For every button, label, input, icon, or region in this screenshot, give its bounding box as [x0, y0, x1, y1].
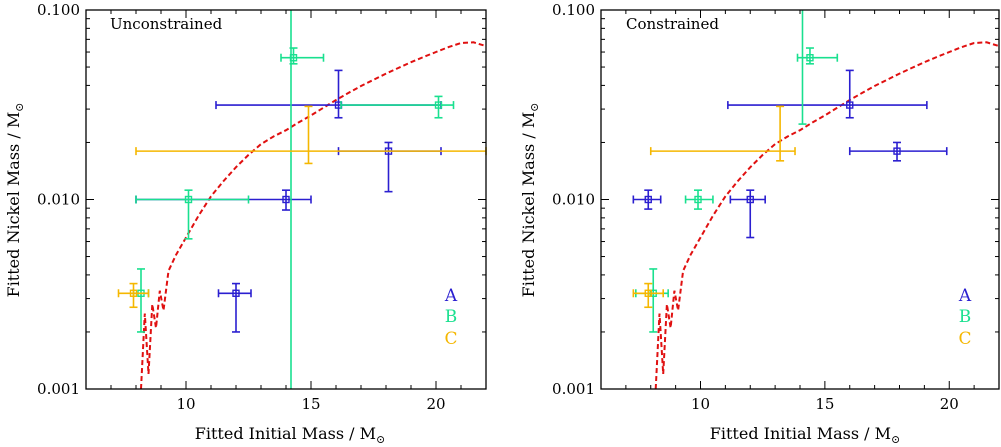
panel-unconstrained: 10 15 20 0.001 0.010 0.100 Unconstrained A B … — [4, 1, 487, 446]
data-point-b — [684, 189, 714, 210]
point-marker — [893, 147, 901, 155]
point-marker — [694, 195, 702, 204]
model-curve — [140, 41, 487, 390]
data-point-c — [117, 282, 150, 309]
panel-title: Constrained — [626, 15, 719, 33]
data-point-b — [796, 47, 839, 65]
y-tick-label: 0.010 — [37, 191, 80, 209]
data-point-c — [304, 105, 313, 165]
x-tick-label: 15 — [301, 395, 320, 413]
point-marker — [746, 195, 754, 204]
point-marker — [644, 289, 652, 297]
x-tick-label: 15 — [815, 395, 834, 413]
data-point-a — [217, 282, 252, 333]
plot-frame — [85, 9, 487, 390]
y-tick-label: 0.010 — [552, 191, 595, 209]
point-marker — [184, 195, 193, 204]
data-point-c — [649, 147, 796, 156]
plot-layer: 10 15 20 0.001 0.010 0.100 — [552, 1, 1000, 413]
y-axis-label: Fitted Nickel Mass / M⊙ — [4, 103, 26, 298]
x-tick-label: 20 — [940, 395, 959, 413]
point-marker — [282, 195, 290, 204]
data-point-b — [280, 47, 325, 65]
x-tick-label: 10 — [176, 395, 195, 413]
data-point-b — [340, 95, 455, 119]
legend-label-c: C — [958, 329, 971, 349]
legend-label-b: B — [959, 307, 972, 327]
y-tick-label: 0.100 — [552, 1, 595, 19]
point-marker — [129, 289, 138, 297]
data-point-b — [135, 189, 250, 240]
legend-label-a: A — [958, 286, 972, 306]
x-axis-label: Fitted Initial Mass / M⊙ — [195, 424, 385, 446]
data-point-a — [337, 141, 442, 193]
legend-label-c: C — [444, 329, 457, 349]
data-point-c — [135, 147, 487, 156]
legend-label-a: A — [444, 286, 458, 306]
plot-frame — [600, 9, 1000, 390]
point-marker — [644, 195, 652, 204]
data-point-a — [729, 189, 766, 239]
y-axis-label: Fitted Nickel Mass / M⊙ — [519, 103, 541, 298]
y-tick-label: 0.100 — [37, 1, 80, 19]
model-curve — [654, 41, 1000, 390]
legend-label-b: B — [445, 307, 458, 327]
data-point-c — [776, 105, 785, 162]
data-point-a — [215, 69, 442, 119]
panel-title: Unconstrained — [110, 15, 223, 33]
data-point-a — [727, 69, 928, 119]
point-marker — [434, 101, 443, 109]
data-point-b — [798, 10, 807, 125]
x-tick-label: 10 — [691, 395, 710, 413]
point-marker — [806, 54, 814, 62]
data-point-a — [632, 189, 662, 210]
plot-layer: 10 15 20 0.001 0.010 0.100 — [37, 1, 487, 413]
y-tick-label: 0.001 — [37, 380, 80, 398]
data-point-b — [635, 268, 669, 333]
y-tick-label: 0.001 — [552, 380, 595, 398]
point-marker — [846, 101, 854, 109]
legend: A B C — [444, 286, 458, 349]
legend: A B C — [958, 286, 972, 349]
data-point-a — [848, 141, 948, 162]
x-tick-label: 20 — [426, 395, 445, 413]
x-axis-label: Fitted Initial Mass / M⊙ — [710, 424, 900, 446]
data-point-c — [632, 282, 664, 309]
point-marker — [232, 289, 240, 297]
